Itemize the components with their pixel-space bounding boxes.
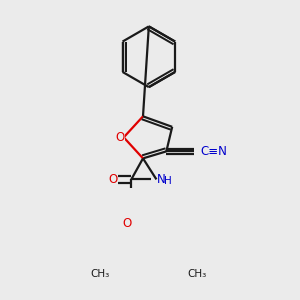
Text: CH₃: CH₃: [91, 269, 110, 279]
Text: CH₃: CH₃: [188, 269, 207, 279]
Text: H: H: [164, 176, 172, 186]
Text: O: O: [115, 131, 124, 144]
Text: C≡N: C≡N: [200, 145, 227, 158]
Text: N: N: [157, 172, 166, 186]
Text: O: O: [108, 172, 118, 186]
Text: O: O: [123, 217, 132, 230]
